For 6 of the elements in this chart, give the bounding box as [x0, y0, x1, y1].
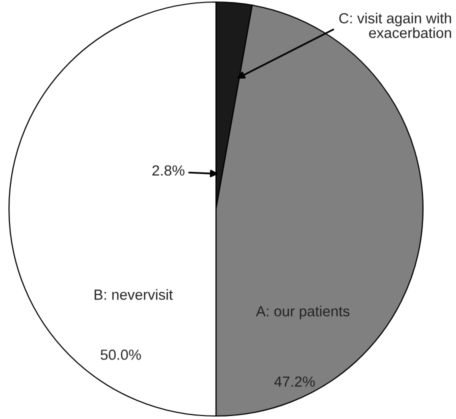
slice-label: A: our patients [256, 306, 350, 320]
slice-label: B: nevervisit [94, 289, 173, 300]
data-label: 50.0% [100, 350, 141, 360]
slice-label: C: visit again with exacerbation [339, 12, 452, 38]
data-label: 47.2% [274, 376, 315, 387]
data-label: 2.8% [152, 165, 184, 176]
